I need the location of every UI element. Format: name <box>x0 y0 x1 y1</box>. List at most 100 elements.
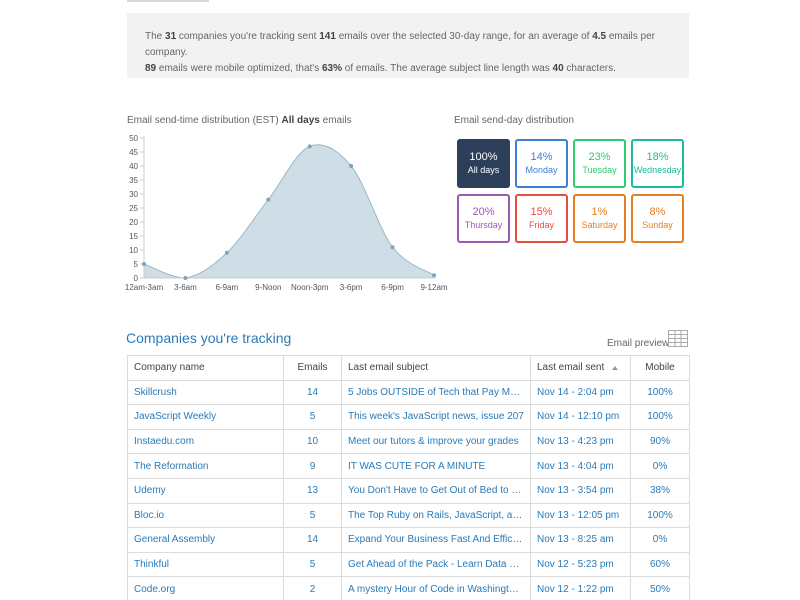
table-header-row: Company name Emails Last email subject L… <box>127 355 690 381</box>
table-row[interactable]: Instaedu.com 10 Meet our tutors & improve … <box>127 428 690 455</box>
day-percent: 23% <box>588 151 611 163</box>
day-percent: 8% <box>649 206 666 218</box>
mobile-percent-cell: 100% <box>630 379 690 406</box>
company-name-link[interactable]: Code.org <box>127 576 284 600</box>
summary-text: The <box>145 31 166 42</box>
mobile-percent-cell: 60% <box>630 551 690 578</box>
data-point[interactable] <box>183 276 188 280</box>
last-sent-cell: Nov 13 - 8:25 am <box>530 527 631 553</box>
last-sent-cell: Nov 14 - 12:10 pm <box>530 404 631 430</box>
summary-text: emails over the selected 30-day range, f… <box>335 31 593 42</box>
mobile-count: 89 <box>145 63 157 74</box>
day-filter-saturday[interactable]: 1% Saturday <box>573 194 626 243</box>
last-sent-cell: Nov 13 - 4:04 pm <box>530 453 631 479</box>
company-name-link[interactable]: The Reformation <box>127 453 284 479</box>
email-count-cell: 5 <box>283 551 342 578</box>
day-label: Tuesday <box>582 165 617 175</box>
last-sent-cell: Nov 13 - 3:54 pm <box>530 477 631 504</box>
company-name-link[interactable]: Instaedu.com <box>127 428 284 455</box>
last-subject-link[interactable]: Meet our tutors & improve your grades <box>341 428 531 455</box>
column-last-sent-label: Last email sent <box>537 362 605 374</box>
average-emails: 4.5 <box>592 31 607 42</box>
mobile-percent-cell: 100% <box>630 502 690 529</box>
last-sent-cell: Nov 13 - 12:05 pm <box>530 502 631 529</box>
mobile-percent-cell: 90% <box>630 428 690 455</box>
last-subject-link[interactable]: A mystery Hour of Code in Washington DC:… <box>341 576 531 600</box>
day-filter-tuesday[interactable]: 23% Tuesday <box>573 139 626 188</box>
last-subject-link[interactable]: 5 Jobs OUTSIDE of Tech that Pay More if … <box>341 379 531 406</box>
mobile-percent: 63% <box>322 63 343 74</box>
day-label: Monday <box>525 165 558 175</box>
company-count: 31 <box>165 31 177 42</box>
x-tick-label: 9-Noon <box>255 283 281 292</box>
table-row[interactable]: JavaScript Weekly 5 This week's JavaScript… <box>127 404 690 430</box>
company-name-link[interactable]: Skillcrush <box>127 379 284 406</box>
data-point[interactable] <box>349 164 354 168</box>
company-name-link[interactable]: Udemy <box>127 477 284 504</box>
email-count-cell: 5 <box>283 502 342 529</box>
table-row[interactable]: Thinkful 5 Get Ahead of the Pack - Learn D… <box>127 551 690 578</box>
day-label: Friday <box>528 220 554 230</box>
data-point[interactable] <box>224 250 229 255</box>
day-label: All days <box>467 165 500 175</box>
email-preview-label[interactable]: Email preview <box>607 338 670 349</box>
table-row[interactable]: Bloc.io 5 The Top Ruby on Rails, JavaScrip… <box>127 502 690 529</box>
company-name-link[interactable]: JavaScript Weekly <box>127 404 284 430</box>
last-subject-link[interactable]: Expand Your Business Fast And Efficientl… <box>341 527 531 553</box>
data-point[interactable] <box>142 262 146 266</box>
table-row[interactable]: Code.org 2 A mystery Hour of Code in Washi… <box>127 576 690 600</box>
email-count-cell: 5 <box>283 404 342 430</box>
table-row[interactable]: General Assembly 14 Expand Your Business F… <box>127 527 690 553</box>
x-tick-label: 6-9am <box>216 283 239 292</box>
last-subject-link[interactable]: IT WAS CUTE FOR A MINUTE <box>341 453 531 479</box>
day-filter-all-days[interactable]: 100% All days <box>457 139 510 188</box>
last-sent-cell: Nov 14 - 2:04 pm <box>530 379 631 406</box>
company-name-link[interactable]: General Assembly <box>127 527 284 553</box>
top-divider <box>127 0 209 2</box>
last-subject-link[interactable]: The Top Ruby on Rails, JavaScript, and i… <box>341 502 531 529</box>
x-tick-label: 6-9pm <box>381 283 404 292</box>
mobile-percent-cell: 0% <box>630 453 690 479</box>
y-tick-label: 5 <box>134 260 139 269</box>
day-filter-wednesday[interactable]: 18% Wednesday <box>631 139 684 188</box>
day-filter-friday[interactable]: 15% Friday <box>515 194 568 243</box>
summary-text: of emails. The average subject line leng… <box>342 63 553 74</box>
company-name-link[interactable]: Thinkful <box>127 551 284 578</box>
last-subject-link[interactable]: You Don't Have to Get Out of Bed to Stay… <box>341 477 531 504</box>
column-mobile[interactable]: Mobile <box>630 355 690 381</box>
day-filter-thursday[interactable]: 20% Thursday <box>457 194 510 243</box>
email-count-cell: 13 <box>283 477 342 504</box>
day-label: Sunday <box>642 220 673 230</box>
day-percent: 1% <box>591 206 608 218</box>
x-tick-label: Noon-3pm <box>291 283 329 292</box>
last-subject-link[interactable]: Get Ahead of the Pack - Learn Data Scien… <box>341 551 531 578</box>
y-tick-label: 45 <box>129 148 138 157</box>
sort-ascending-icon <box>612 365 619 370</box>
grid-view-icon[interactable] <box>668 330 688 347</box>
last-sent-cell: Nov 12 - 5:23 pm <box>530 551 631 578</box>
send-day-title: Email send-day distribution <box>454 115 575 126</box>
email-count-cell: 2 <box>283 576 342 600</box>
day-filter-monday[interactable]: 14% Monday <box>515 139 568 188</box>
table-row[interactable]: The Reformation 9 IT WAS CUTE FOR A MINUTE… <box>127 453 690 479</box>
data-point[interactable] <box>432 273 436 278</box>
y-tick-label: 35 <box>129 176 138 185</box>
x-tick-label: 12am-3am <box>125 283 164 292</box>
column-company-name[interactable]: Company name <box>127 355 284 381</box>
column-last-subject[interactable]: Last email subject <box>341 355 531 381</box>
email-count-cell: 9 <box>283 453 342 479</box>
email-count-cell: 14 <box>283 379 342 406</box>
last-subject-link[interactable]: This week's JavaScript news, issue 207 <box>341 404 531 430</box>
y-tick-label: 15 <box>129 232 138 241</box>
y-tick-label: 10 <box>129 246 138 255</box>
data-point[interactable] <box>266 197 271 202</box>
day-filter-sunday[interactable]: 8% Sunday <box>631 194 684 243</box>
table-row[interactable]: Skillcrush 14 5 Jobs OUTSIDE of Tech that … <box>127 379 690 406</box>
data-point[interactable] <box>307 144 312 149</box>
x-tick-label: 9-12am <box>420 283 447 292</box>
data-point[interactable] <box>390 245 395 250</box>
table-row[interactable]: Udemy 13 You Don't Have to Get Out of Bed … <box>127 477 690 504</box>
column-last-sent[interactable]: Last email sent <box>530 355 631 381</box>
company-name-link[interactable]: Bloc.io <box>127 502 284 529</box>
column-emails[interactable]: Emails <box>283 355 342 381</box>
